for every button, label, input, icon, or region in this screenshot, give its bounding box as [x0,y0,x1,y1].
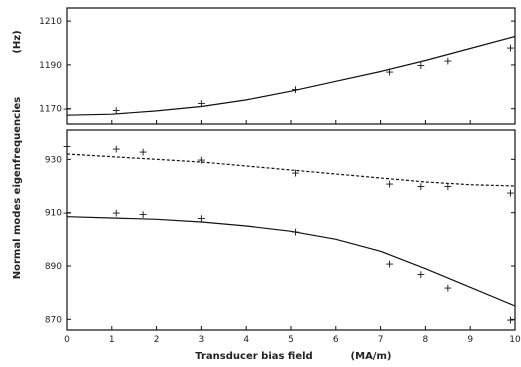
x-tick-label: 6 [333,335,339,345]
bottom-data-point: + [62,207,71,220]
bottom-fit-line-3 [66,216,516,307]
top-data-point: + [416,59,425,72]
top-data-point: + [506,41,515,54]
bottom-data-point: + [385,257,394,270]
bottom-data-point: + [112,143,121,156]
y-tick-label: 1190 [39,61,62,71]
bottom-data-point: + [443,281,452,294]
bottom-data-point: + [506,187,515,200]
y-tick-label: 910 [45,209,62,219]
bottom-data-point: + [112,207,121,220]
bottom-data-point: + [385,177,394,190]
x-tick-label: 3 [199,335,205,345]
x-tick-label: 7 [378,335,384,345]
bottom-data-point: + [197,212,206,225]
top-fit-line-1 [66,35,516,116]
top-data-point: + [62,103,71,116]
x-axis-unit: (MA/m) [351,351,392,362]
y-tick-label: 930 [45,155,62,165]
y-axis-label: Normal modes eigenfrequencies [12,97,23,280]
bottom-data-point: + [62,140,71,153]
bottom-data-point: + [139,145,148,158]
y-tick-label: 1210 [39,17,62,27]
top-data-point: + [197,97,206,110]
top-data-point: + [291,83,300,96]
x-tick-label: 1 [109,335,115,345]
x-tick-label: 0 [64,335,70,345]
x-tick-label: 2 [154,335,160,345]
bottom-data-point: + [197,153,206,166]
bottom-data-point: + [506,313,515,326]
top-panel: 1170 1190 1210 + + + + + + + + [39,7,516,125]
x-tick-label: 4 [243,335,249,345]
top-data-point: + [112,104,121,117]
bottom-data-point: + [139,208,148,221]
y-tick-label: 890 [45,262,62,272]
y-tick-label: 1170 [39,105,62,115]
x-tick-label: 9 [467,335,473,345]
y-tick-label: 870 [45,315,62,325]
x-tick-label: 8 [423,335,429,345]
top-data-point: + [443,55,452,68]
x-tick-label: 5 [288,335,294,345]
y-axis-unit: (Hz) [12,30,23,53]
x-axis-ticks: 0 1 2 3 4 5 6 7 8 9 10 [64,120,521,345]
x-tick-label: 10 [509,335,521,345]
bottom-data-point: + [416,268,425,281]
bottom-data-point: + [443,180,452,193]
bottom-data-point: + [416,180,425,193]
x-axis-label: Transducer bias field [195,351,312,362]
top-data-point: + [385,65,394,78]
bottom-data-point: + [291,167,300,180]
